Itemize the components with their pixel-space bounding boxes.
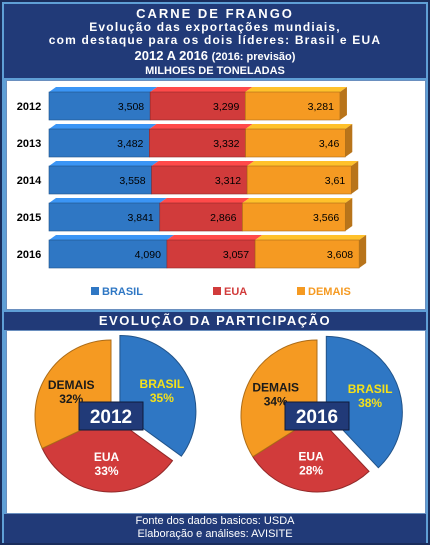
footer-source: Fonte dos dados basicos: USDA — [135, 515, 295, 527]
pie-center-box — [284, 401, 350, 431]
pie-slice-eua — [41, 415, 174, 493]
subtitle-line-2: com destaque para os dois líderes: Brasi… — [48, 33, 382, 47]
bar-demais-2013 — [245, 128, 346, 158]
data-label: 3,841 — [127, 212, 153, 224]
bar-top-face — [49, 161, 159, 166]
data-label: 3,281 — [308, 101, 334, 113]
pie-value-eua: 28% — [299, 464, 323, 478]
bar-side-face — [345, 124, 353, 157]
bar-top-face — [166, 235, 263, 240]
legend-swatch-brasil — [91, 287, 99, 295]
pie-center-year: 2012 — [90, 407, 132, 428]
bar-top-face — [49, 235, 174, 240]
pie-label-brasil: BRASIL — [140, 377, 185, 391]
y-tick-label: 2012 — [17, 101, 41, 113]
data-label: 3,299 — [213, 101, 239, 113]
bar-top-face — [49, 87, 158, 92]
header-band: CARNE DE FRANGO Evolução das exportações… — [4, 4, 426, 78]
legend-swatch-eua — [213, 287, 221, 295]
pie-value-brasil: 38% — [358, 396, 382, 410]
pie-value-demais: 34% — [264, 394, 288, 408]
bar-eua-2013 — [149, 128, 246, 158]
pie-center-box — [78, 401, 144, 431]
y-tick-label: 2014 — [17, 175, 42, 187]
pie-charts-panel: BRASIL 35% EUA 33% DEMAIS 32% 2012 BRASIL 38% EUA… — [6, 330, 426, 514]
bar-top-face — [49, 198, 167, 203]
pie-label-eua: EUA — [298, 450, 324, 464]
bar-chart-panel: 2012 3,508 3,299 3,281 2013 3,482 3,332 3,46 201… — [6, 80, 426, 310]
bar-eua-2016 — [166, 239, 256, 269]
y-tick-label: 2015 — [17, 212, 41, 224]
data-label: 3,508 — [118, 101, 144, 113]
data-label: 3,332 — [213, 138, 239, 150]
footer-band: Fonte dos dados basicos: USDA Elaboração… — [4, 514, 426, 543]
bar-brasil-2016 — [48, 239, 168, 269]
data-label: 3,46 — [319, 138, 340, 150]
data-label: 2,866 — [210, 212, 236, 224]
bar-top-face — [151, 161, 255, 166]
data-label: 3,482 — [117, 138, 143, 150]
pie-value-demais: 32% — [59, 392, 83, 406]
units-label: MILHOES DE TONELADAS — [145, 65, 285, 77]
data-label: 3,608 — [327, 249, 353, 261]
pie-label-eua: EUA — [94, 450, 120, 464]
pie-label-demais: DEMAIS — [48, 378, 95, 392]
stacked-bar-chart: 2012 3,508 3,299 3,281 2013 3,482 3,332 3,46 201… — [17, 87, 367, 298]
y-tick-label: 2016 — [17, 249, 41, 261]
data-label: 3,61 — [325, 175, 346, 187]
pie-slice-brasil — [119, 334, 197, 457]
bar-side-face — [345, 198, 353, 231]
bar-top-face — [242, 198, 353, 203]
pie-slice-eua — [252, 415, 370, 493]
section-title-participation: EVOLUÇÃO DA PARTICIPAÇÃO — [4, 312, 426, 330]
data-label: 3,566 — [313, 212, 339, 224]
bar-top-face — [245, 124, 353, 129]
pie-value-eua: 33% — [95, 464, 119, 478]
period-note: (2016: previsão) — [211, 51, 296, 63]
data-label: 4,090 — [135, 249, 161, 261]
bar-eua-2012 — [149, 91, 246, 121]
chart-title: CARNE DE FRANGO — [136, 6, 294, 21]
bar-demais-2016 — [254, 239, 360, 269]
pie-center-year: 2016 — [296, 407, 338, 428]
pie-charts: BRASIL35%EUA33%DEMAIS32%2012BRASIL38%EUA… — [34, 334, 403, 493]
bar-top-face — [49, 124, 157, 129]
bar-eua-2014 — [151, 165, 248, 195]
bar-side-face — [359, 235, 367, 268]
bar-eua-2015 — [159, 202, 243, 232]
footer-credits: Elaboração e análises: AVISITE — [137, 528, 293, 540]
pie-label-brasil: BRASIL — [348, 382, 393, 396]
data-label: 3,558 — [119, 175, 145, 187]
bar-brasil-2014 — [48, 165, 152, 195]
data-label: 3,057 — [223, 249, 249, 261]
bar-top-face — [159, 198, 250, 203]
legend-label-demais: DEMAIS — [308, 286, 351, 298]
legend-label-eua: EUA — [224, 286, 247, 298]
bar-side-face — [351, 161, 359, 194]
pie-value-brasil: 35% — [150, 391, 174, 405]
bar-top-face — [150, 87, 253, 92]
bar-top-face — [247, 161, 359, 166]
bar-top-face — [255, 235, 367, 240]
bar-demais-2015 — [242, 202, 346, 232]
bar-top-face — [245, 87, 347, 92]
legend-swatch-demais — [297, 287, 305, 295]
pie-label-demais: DEMAIS — [252, 380, 299, 394]
bar-side-face — [339, 87, 347, 120]
period: 2012 A 2016 — [134, 48, 209, 63]
bar-top-face — [149, 124, 253, 129]
period-line: 2012 A 2016 (2016: previsão) — [4, 48, 426, 63]
bar-brasil-2015 — [48, 202, 161, 232]
subtitle-line-1: Evolução das exportações mundiais, — [89, 20, 341, 34]
pie-slice-brasil — [325, 335, 403, 469]
data-label: 3,312 — [215, 175, 241, 187]
bar-demais-2014 — [246, 165, 352, 195]
y-tick-label: 2013 — [17, 138, 41, 150]
legend-label-brasil: BRASIL — [102, 286, 143, 298]
